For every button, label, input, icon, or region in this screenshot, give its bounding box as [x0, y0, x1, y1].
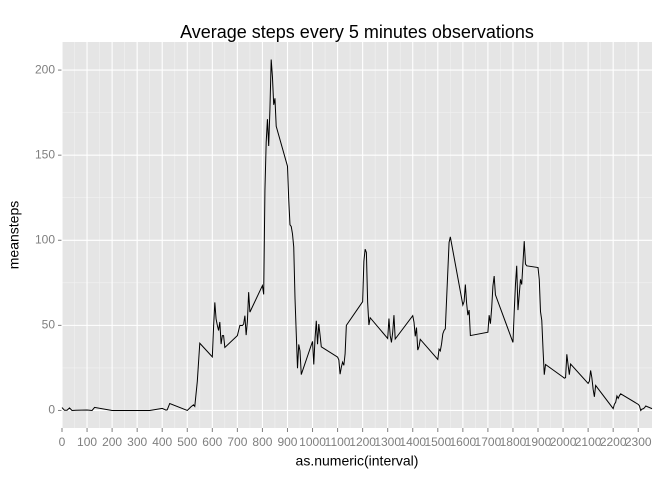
x-tick-label: 1100	[325, 435, 351, 449]
x-tick-label: 700	[227, 435, 247, 449]
x-tick-label: 1800	[500, 435, 527, 449]
x-tick-label: 2000	[550, 435, 577, 449]
y-tick-label: 200	[35, 62, 55, 76]
x-tick-label: 200	[102, 435, 122, 449]
y-tick-label: 150	[35, 147, 55, 161]
y-tick-label: 0	[48, 403, 55, 417]
x-tick-label: 500	[177, 435, 197, 449]
x-tick-label: 1000	[299, 435, 326, 449]
x-tick-label: 1600	[449, 435, 476, 449]
chart-title: Average steps every 5 minutes observatio…	[180, 22, 534, 42]
y-tick-label: 100	[35, 232, 55, 246]
x-tick-label: 1700	[475, 435, 502, 449]
x-tick-label: 0	[59, 435, 66, 449]
x-tick-label: 2100	[575, 435, 602, 449]
x-tick-label: 600	[202, 435, 222, 449]
x-tick-label: 900	[277, 435, 297, 449]
x-tick-label: 1400	[399, 435, 426, 449]
y-axis-title: meansteps	[6, 201, 22, 269]
x-tick-label: 2300	[625, 435, 652, 449]
x-tick-label: 1900	[525, 435, 552, 449]
x-tick-label: 100	[77, 435, 97, 449]
x-tick-label: 800	[252, 435, 272, 449]
x-tick-label: 1200	[349, 435, 376, 449]
x-tick-label: 1300	[374, 435, 401, 449]
x-tick-label: 2200	[600, 435, 627, 449]
plot-panel	[62, 42, 652, 428]
y-tick-label: 50	[42, 318, 56, 332]
x-tick-label: 1500	[424, 435, 451, 449]
x-tick-label: 300	[127, 435, 147, 449]
x-axis-title: as.numeric(interval)	[296, 453, 419, 469]
x-tick-label: 400	[152, 435, 172, 449]
data-line	[61, 59, 653, 412]
